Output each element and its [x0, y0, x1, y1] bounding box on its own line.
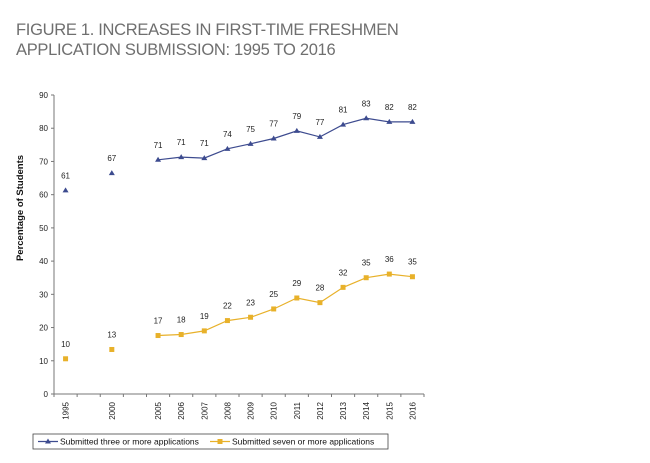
x-tick-label: 2011: [293, 401, 302, 419]
data-point-triangle: [178, 154, 185, 160]
data-label: 18: [177, 316, 186, 325]
data-label: 23: [246, 298, 255, 307]
chart-title: FIGURE 1. INCREASES IN FIRST-TIME FRESHM…: [16, 20, 399, 60]
series-line: [158, 273, 413, 337]
y-tick-label: 60: [39, 191, 48, 200]
x-tick-label: 2008: [223, 401, 232, 419]
data-point-triangle: [270, 135, 277, 141]
series-group: 61 67 71 71 71 74 75 77 79 77 81 83 82 82 10 13 17 18 19 22…: [61, 99, 417, 362]
data-point-triangle: [62, 187, 69, 193]
data-label: 81: [339, 106, 348, 115]
data-label: 35: [362, 259, 371, 268]
data-label: 10: [61, 340, 70, 349]
y-tick-label: 40: [39, 257, 48, 266]
data-point-square: [317, 300, 323, 306]
legend-marker-square: [217, 439, 223, 444]
y-tick-label: 80: [39, 124, 48, 133]
data-label: 67: [107, 154, 116, 163]
x-tick-label: 2014: [362, 401, 371, 419]
x-tick-label: 2013: [339, 401, 348, 419]
data-point-square: [340, 284, 346, 290]
data-label: 74: [223, 130, 232, 139]
data-point-square: [294, 295, 300, 301]
y-axis-ticks: 0 10 20 30 40 50 60 70 80 90: [39, 91, 54, 399]
data-point-triangle: [363, 115, 370, 121]
y-tick-label: 30: [39, 290, 48, 299]
data-point-triangle: [108, 170, 115, 176]
chart-title-line-1: FIGURE 1. INCREASES IN FIRST-TIME FRESHM…: [16, 21, 399, 39]
x-tick-label: 2012: [316, 401, 325, 419]
x-tick-label: 2010: [270, 401, 279, 419]
data-point-square: [248, 314, 254, 320]
x-tick-label: 1995: [62, 401, 71, 419]
data-point-square: [386, 271, 392, 277]
x-tick-label: 2000: [108, 401, 117, 419]
y-tick-label: 70: [39, 157, 48, 166]
data-point-square: [178, 332, 184, 338]
data-label: 22: [223, 302, 232, 311]
data-label: 82: [385, 103, 394, 112]
series-seven-or-more: 10 13 17 18 19 22 23 25 29 28 32 35 36 35: [61, 255, 417, 362]
data-point-triangle: [386, 118, 393, 124]
x-tick-label: 2007: [200, 401, 209, 419]
legend-label: Submitted seven or more applications: [232, 437, 374, 447]
data-point-square: [63, 356, 69, 362]
y-tick-label: 90: [39, 91, 48, 100]
data-label: 82: [408, 103, 417, 112]
legend: Submitted three or more applications Subm…: [32, 433, 389, 450]
data-point-square: [201, 328, 207, 334]
data-point-triangle: [316, 133, 323, 139]
data-label: 71: [200, 139, 209, 148]
data-point-square: [109, 346, 115, 352]
data-point-triangle: [155, 156, 162, 162]
series-line: [158, 117, 413, 161]
x-tick-label: 2016: [408, 401, 417, 419]
data-label: 71: [154, 141, 163, 150]
data-point-square: [224, 318, 230, 324]
y-tick-label: 20: [39, 324, 48, 333]
data-label: 35: [408, 258, 417, 267]
data-point-square: [409, 274, 415, 280]
data-label: 77: [269, 120, 278, 129]
data-point-triangle: [293, 127, 300, 133]
data-label: 77: [315, 118, 324, 127]
data-label: 61: [61, 171, 70, 180]
data-label: 28: [315, 284, 324, 293]
data-label: 71: [177, 138, 186, 147]
y-axis-title: Percentage of Students: [15, 155, 26, 261]
data-label: 13: [107, 330, 116, 339]
legend-label: Submitted three or more applications: [60, 437, 199, 447]
data-point-square: [271, 306, 277, 312]
x-tick-label: 2015: [385, 401, 394, 419]
data-label: 79: [292, 112, 301, 121]
x-tick-label: 2009: [247, 401, 256, 419]
data-point-square: [155, 333, 161, 339]
y-tick-label: 10: [39, 357, 48, 366]
data-label: 19: [200, 312, 209, 321]
y-tick-label: 0: [44, 390, 49, 399]
data-label: 36: [385, 255, 394, 264]
series-three-or-more: 61 67 71 71 71 74 75 77 79 77 81 83 82 82: [61, 99, 417, 193]
x-tick-label: 2005: [154, 401, 163, 419]
data-label: 29: [292, 279, 301, 288]
data-label: 83: [362, 99, 371, 108]
data-point-triangle: [340, 121, 347, 127]
data-point-triangle: [224, 145, 231, 151]
data-label: 17: [154, 317, 163, 326]
y-tick-label: 50: [39, 224, 48, 233]
x-tick-label: 2006: [177, 401, 186, 419]
legend-marker-triangle: [45, 438, 51, 444]
data-label: 75: [246, 125, 255, 134]
data-label: 25: [269, 290, 278, 299]
data-point-triangle: [201, 155, 208, 161]
data-point-triangle: [409, 118, 416, 124]
data-point-triangle: [247, 140, 254, 146]
chart-title-line-2: APPLICATION SUBMISSION: 1995 TO 2016: [16, 41, 336, 59]
data-label: 32: [339, 268, 348, 277]
data-point-square: [363, 275, 369, 281]
x-axis-ticks: 1995 2000 2005 2006 2007 2008 2009 2010 2011 2012…: [53, 394, 425, 420]
